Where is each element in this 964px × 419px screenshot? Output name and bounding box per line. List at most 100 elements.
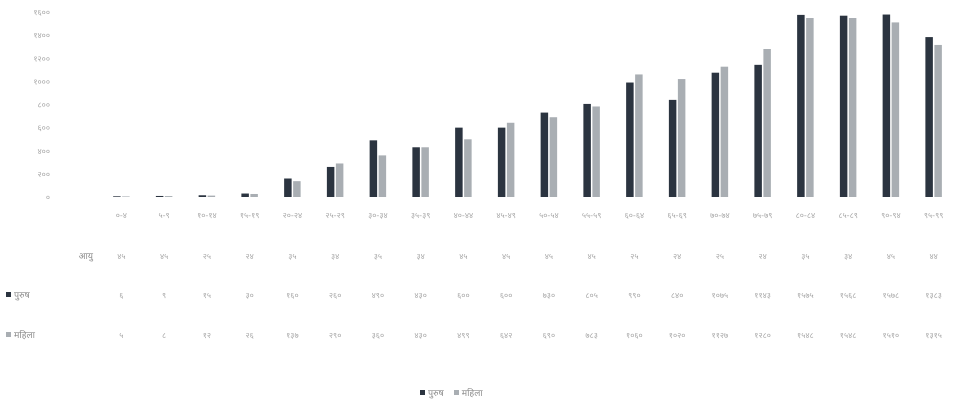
legend-label-male: पुरुष — [428, 389, 444, 399]
x-category-label: ८५-८९ — [838, 211, 858, 220]
table-cell: १०६० — [626, 331, 643, 340]
bar-female — [934, 44, 942, 198]
bar-female — [164, 196, 173, 197]
y-tick-label: ८०० — [38, 101, 50, 110]
table-cell: १६० — [286, 291, 298, 300]
age-row-cell: ४४ — [929, 252, 937, 261]
age-row-cell: ४५ — [545, 252, 553, 261]
bar-female — [250, 193, 258, 197]
bar-male — [839, 15, 848, 198]
legend-swatch-female — [453, 390, 459, 395]
x-category-label: ८०-८४ — [796, 211, 816, 220]
bar-female — [806, 18, 814, 198]
table-swatch-male — [6, 292, 11, 297]
age-row-cell: २५ — [203, 252, 211, 261]
table-swatch-female — [6, 332, 11, 337]
age-row-cell: २४ — [673, 252, 681, 261]
age-row-cell: २५ — [630, 252, 638, 261]
age-row-cell: ३५ — [374, 252, 382, 261]
x-category-label: ६०-६४ — [625, 211, 645, 220]
table-cell: ९ — [162, 291, 166, 300]
age-row-cell: ४५ — [117, 252, 125, 261]
table-row-label-male: पुरुष — [14, 291, 30, 301]
age-row-cell: ३४ — [416, 252, 424, 261]
table-cell: २९० — [329, 331, 341, 340]
age-row-cell: २४ — [245, 252, 253, 261]
y-tick-label: १६०० — [33, 8, 50, 17]
table-cell: ४३० — [414, 331, 426, 340]
age-row: आयु ४५ ४५ २५ २४ ३५ ३४ ३५ ३४ ४५ ४५ ४५ ४५ २५ २४ २५ २४ ३५ ३४ ४… — [79, 252, 938, 262]
table-cell: ३६० — [372, 331, 384, 340]
table-cell: १३१५ — [925, 331, 942, 340]
table-cell: १५४८ — [840, 331, 857, 340]
table-cell: ११२७ — [712, 331, 729, 340]
age-row-cell: २४ — [758, 252, 766, 261]
age-row-label: आयु — [79, 252, 94, 262]
x-category-label: ४५-४९ — [496, 211, 516, 220]
bar-male — [882, 14, 891, 198]
x-category-label: ७५-७९ — [753, 211, 773, 220]
bar-male — [711, 72, 720, 197]
x-category-label: २०-२४ — [283, 211, 303, 220]
bar-male — [369, 140, 378, 197]
y-axis: १६०० १४०० १२०० १००० ८०० ६०० ४०० २०० ० — [33, 8, 50, 202]
table-cell: १२८० — [754, 331, 771, 340]
table-cell: ४९९ — [457, 331, 469, 340]
table-cell: १३८३ — [925, 291, 942, 300]
x-category-label: ७०-७४ — [710, 211, 730, 220]
x-category-label: ९५-९९ — [924, 211, 944, 220]
table-cell: २६ — [245, 331, 253, 340]
bar-male — [540, 112, 549, 197]
age-row-cell: ४५ — [459, 252, 467, 261]
bar-female — [891, 22, 900, 197]
x-axis-category-labels: ०-४ ५-९ १०-१४ १५-१९ २०-२४ २५-२९ ३०-३४ ३५-३९ ४०-४… — [116, 211, 944, 220]
table-cell: ८४० — [671, 291, 683, 300]
legend-item-male: पुरुष — [420, 386, 444, 399]
table-cell: २६० — [329, 291, 341, 300]
table-cell: ५ — [119, 331, 123, 340]
table-cell: १५१० — [883, 331, 900, 340]
y-tick-label: ६०० — [38, 124, 50, 133]
x-category-label: ५०-५४ — [539, 211, 559, 220]
age-row-cell: २५ — [716, 252, 724, 261]
bar-male — [455, 127, 463, 198]
y-tick-label: १४०० — [33, 31, 50, 40]
age-row-cell: ३४ — [331, 252, 339, 261]
bar-female — [464, 139, 472, 197]
data-table: पुरुष ६ ९ १५ ३० १६० २६० ४९० ४३० ६०० ६०० ७३० ८०५ ९९० ८४… — [6, 291, 942, 341]
table-cell: ३० — [245, 291, 253, 300]
age-row-cell: ४५ — [160, 252, 168, 261]
bar-female — [421, 147, 429, 197]
bar-female — [335, 163, 344, 197]
table-cell: ४३० — [414, 291, 426, 300]
x-category-label: ६५-६९ — [667, 211, 687, 220]
x-category-label: ९०-९४ — [881, 211, 901, 220]
table-cell: ८०५ — [585, 291, 597, 300]
age-row-cell: ३४ — [844, 252, 852, 261]
table-cell: ४९० — [372, 291, 384, 300]
table-cell: ११४३ — [754, 291, 771, 300]
bar-female — [592, 106, 600, 197]
bar-male — [198, 195, 207, 197]
bar-series — [113, 14, 942, 198]
bar-female — [635, 74, 643, 197]
bar-female — [207, 195, 216, 197]
age-row-cell: ४५ — [887, 252, 895, 261]
bar-male — [241, 193, 249, 197]
x-category-label: १०-१४ — [197, 211, 217, 220]
table-cell: ६९० — [543, 331, 555, 340]
bar-female — [549, 117, 558, 197]
bar-male — [284, 178, 292, 197]
legend-item-female: महिला — [453, 386, 483, 399]
table-cell: ६०० — [457, 291, 469, 300]
table-row-label-female: महिला — [14, 329, 36, 341]
table-cell: १५४८ — [797, 331, 814, 340]
bar-male — [113, 196, 121, 197]
bar-female — [677, 79, 686, 197]
bar-female — [378, 155, 387, 198]
x-category-label: ३०-३४ — [368, 211, 388, 220]
table-cell: १५ — [203, 291, 211, 300]
table-cell: १५६८ — [840, 291, 857, 300]
bar-male — [626, 82, 634, 197]
y-tick-label: १२०० — [33, 54, 50, 63]
